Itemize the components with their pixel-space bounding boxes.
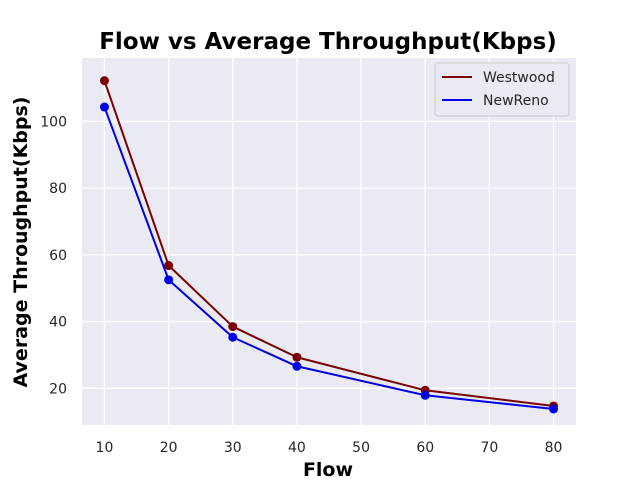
y-tick-label-100: 100 [40,114,67,130]
y-axis-ticks: 20 40 60 80 100 [40,114,67,397]
x-tick-label-50: 50 [352,440,370,456]
x-tick-label-30: 30 [224,440,242,456]
x-tick-label-80: 80 [545,440,563,456]
data-point-newreno-20 [164,275,174,285]
series-line-newreno [103,106,554,410]
grid [82,58,576,425]
x-axis-ticks: 10 20 30 40 50 60 70 80 [96,440,563,456]
data-point-newreno-40 [292,361,302,371]
y-tick-label-40: 40 [49,315,67,331]
data-point-westwood-30 [228,322,238,332]
data-point-newreno-10 [99,102,109,112]
x-tick-label-60: 60 [416,440,434,456]
data-point-westwood-20 [164,261,174,271]
y-tick-label-80: 80 [49,181,67,197]
x-tick-label-10: 10 [96,440,114,456]
chart-title: Flow vs Average Throughput(Kbps) [99,29,557,55]
y-axis-label: Average Throughput(Kbps) [10,97,32,388]
x-tick-label-70: 70 [480,440,498,456]
legend-label-newreno: NewReno [483,93,549,109]
plot-area [82,58,576,425]
data-point-newreno-30 [228,332,238,342]
y-tick-label-20: 20 [49,381,67,397]
data-point-newreno-60 [420,390,430,400]
data-point-newreno-80 [549,404,559,414]
y-tick-label-60: 60 [49,248,67,264]
data-point-westwood-40 [292,352,302,362]
x-tick-label-40: 40 [288,440,306,456]
data-point-westwood-10 [99,76,109,86]
series-layer [99,76,559,414]
x-axis-label: Flow [303,459,353,480]
x-tick-label-20: 20 [160,440,178,456]
legend: Westwood NewReno [434,62,570,117]
legend-label-westwood: Westwood [483,70,555,86]
series-line-westwood [103,80,554,407]
